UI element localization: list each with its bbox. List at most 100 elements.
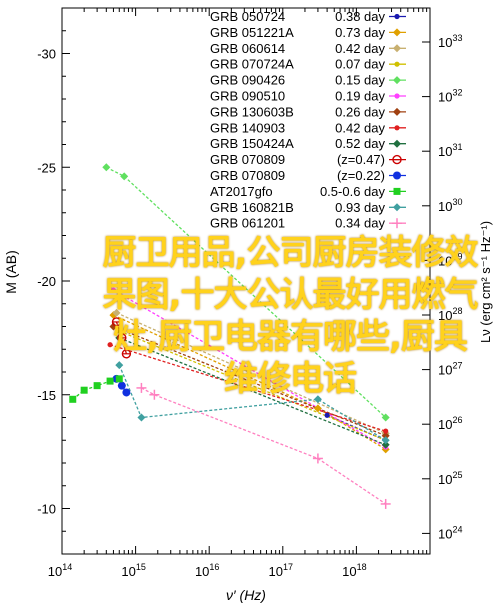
legend-series-value: 0.19 day <box>335 89 385 104</box>
data-point <box>136 382 147 393</box>
data-point <box>381 436 390 445</box>
data-point <box>93 382 101 390</box>
watermark-overlay: 厨卫用品,公司厨房装修效 果图,十大公认最好用燃气 灶,厨卫电器有哪些,厨具 维… <box>100 232 480 400</box>
data-marks-layer <box>69 163 391 509</box>
legend-series-name: GRB 070809 <box>210 152 285 167</box>
legend-series-value: 0.52 day <box>335 136 385 151</box>
data-point <box>313 404 322 413</box>
legend-swatch-marker <box>393 139 401 148</box>
data-point <box>102 163 111 172</box>
series-line <box>119 337 386 446</box>
data-point <box>106 377 114 385</box>
data-point <box>381 413 390 422</box>
series-line <box>141 387 387 505</box>
data-point <box>110 287 117 293</box>
data-point <box>115 375 123 383</box>
series-line <box>119 330 386 441</box>
data-point <box>324 412 330 418</box>
series-line <box>109 344 386 432</box>
x-tick-label: 1016 <box>195 562 219 579</box>
data-point <box>116 328 122 334</box>
x-tick-label: 1015 <box>121 562 145 579</box>
data-point <box>112 308 121 317</box>
series-line <box>113 289 387 448</box>
overlay-line-3: 灶,厨卫电器有哪些,厨具 <box>113 317 468 357</box>
data-point <box>121 349 132 359</box>
data-point <box>69 395 77 403</box>
legend-series-name: GRB 061201 <box>210 216 285 231</box>
y-right-tick-label: 1026 <box>438 415 462 432</box>
data-point <box>313 395 322 404</box>
plot-frame <box>61 7 431 555</box>
legend-series-name: GRB 090426 <box>210 73 285 88</box>
y-tick-label: -30 <box>37 47 56 62</box>
y-right-tick-label: 1025 <box>438 470 462 487</box>
data-point <box>115 361 124 370</box>
legend-series-value: 0.42 day <box>335 120 385 135</box>
series-line <box>113 325 386 437</box>
overlay-line-4: 维修电话 <box>224 359 357 399</box>
data-point <box>312 453 323 464</box>
legend-series-name: GRB 060614 <box>210 41 285 56</box>
data-point <box>149 389 160 400</box>
y-right-tick-label: 1031 <box>438 142 462 159</box>
legend: GRB 050724 0.38 day GRB 051221A 0.73 day GRB… <box>210 9 406 231</box>
data-point <box>109 322 118 331</box>
legend-series-value: (z=0.47) <box>337 152 385 167</box>
legend-swatch-marker <box>392 154 402 165</box>
legend-series-name: GRB 070724A <box>210 57 294 72</box>
y-right-tick-label: 1033 <box>438 33 462 50</box>
y-right-tick-label: 1028 <box>438 306 462 323</box>
data-point <box>381 440 390 449</box>
legend-swatch-marker <box>393 76 401 85</box>
legend-series-name: GRB 050724 <box>210 9 285 24</box>
legend-series-value: 0.42 day <box>335 41 385 56</box>
legend-series-name: GRB 160821B <box>210 200 294 215</box>
legend-swatch-marker <box>394 61 400 67</box>
legend-swatch-marker <box>393 187 401 195</box>
x-tick-label: 1017 <box>269 562 293 579</box>
legend-series-value: 0.73 day <box>335 25 385 40</box>
legend-swatch-marker <box>393 44 401 53</box>
y-axis-left-label: M (AB) <box>3 250 19 294</box>
legend-swatch-marker <box>392 218 402 229</box>
legend-series-value: (z=0.22) <box>337 168 385 183</box>
legend-series-value: 0.5-0.6 day <box>320 184 386 199</box>
legend-series-value: 0.34 day <box>335 216 385 231</box>
legend-series-value: 0.15 day <box>335 73 385 88</box>
legend-series-name: GRB 150424A <box>210 136 294 151</box>
y-right-tick-label: 1027 <box>438 361 462 378</box>
data-point <box>117 333 127 343</box>
data-point <box>383 428 389 434</box>
data-point <box>120 172 129 181</box>
legend-swatch-marker <box>394 13 400 20</box>
y-right-tick-label: 1030 <box>438 197 462 214</box>
y-axis-right-label: Lν (erg cm² s⁻¹ Hz⁻¹) <box>478 221 493 343</box>
data-point <box>107 342 113 348</box>
x-axis-ticks: 1014 1015 1016 1017 1018 <box>48 8 428 579</box>
legend-series-value: 0.93 day <box>335 200 385 215</box>
y-right-tick-label: 1024 <box>438 524 462 541</box>
x-axis-label: ν′ (Hz) <box>226 587 266 603</box>
legend-series-name: GRB 130603B <box>210 104 294 119</box>
legend-swatch-marker <box>394 93 400 99</box>
overlay-line-1: 厨卫用品,公司厨房装修效 <box>102 233 479 273</box>
data-point <box>111 317 122 327</box>
legend-series-name: GRB 070809 <box>210 168 285 183</box>
legend-swatch-marker <box>393 28 401 37</box>
overlay-line-2: 果图,十大公认最好用燃气 <box>102 275 479 315</box>
y-right-tick-label: 1029 <box>438 251 462 268</box>
legend-series-value: 0.38 day <box>335 9 385 24</box>
legend-swatch-marker <box>393 203 401 212</box>
data-point <box>122 388 131 397</box>
y-right-tick-label: 1032 <box>438 88 462 105</box>
curves-layer <box>72 166 387 505</box>
legend-swatch-marker <box>393 171 401 180</box>
legend-series-name: GRB 140903 <box>210 120 285 135</box>
data-point <box>137 413 146 422</box>
data-point <box>80 386 88 394</box>
legend-swatch-marker <box>394 125 400 131</box>
series-line <box>118 364 387 441</box>
legend-swatch-marker <box>393 107 401 116</box>
